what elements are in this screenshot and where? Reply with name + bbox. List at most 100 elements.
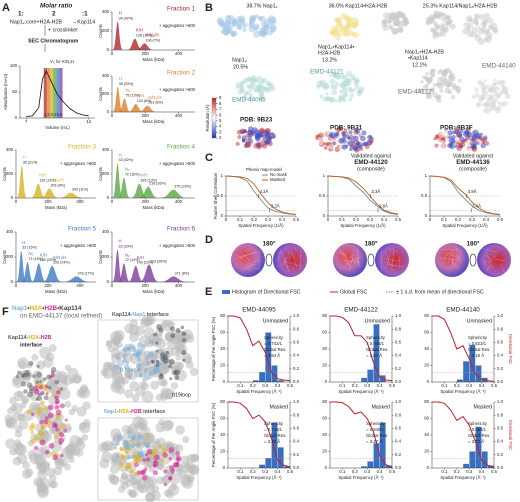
density-map xyxy=(128,343,134,349)
label: Global Res. xyxy=(468,433,490,438)
density-map xyxy=(385,17,391,23)
density-map xyxy=(242,95,248,101)
label: 33 (42%) xyxy=(118,158,133,162)
x-tick-label: 0.2 xyxy=(454,383,461,388)
density-map xyxy=(463,22,469,28)
density-map xyxy=(349,93,355,98)
chart-title: EMD-44095 xyxy=(242,307,276,314)
density-map xyxy=(155,393,164,401)
y-tick-label: 0.4 xyxy=(395,353,402,358)
density-map xyxy=(118,485,126,493)
density-map xyxy=(145,355,150,360)
density-map xyxy=(168,457,173,461)
label: H xyxy=(23,155,26,160)
density-map xyxy=(37,486,49,499)
label: = 3.94 Å xyxy=(264,353,280,358)
density-map xyxy=(26,382,33,388)
density-map xyxy=(34,454,45,466)
sphere-hatch xyxy=(285,262,289,271)
sphere-hatch xyxy=(244,247,252,253)
label: N₂ xyxy=(29,251,34,256)
label: K/N₂/H xyxy=(53,255,66,260)
density-map xyxy=(450,145,455,150)
density-map xyxy=(468,147,473,151)
density-map xyxy=(458,133,463,138)
density-map xyxy=(102,367,114,379)
y-tick-label: 40 xyxy=(424,346,429,351)
density-map xyxy=(144,453,149,457)
density-map xyxy=(163,469,168,474)
angular-sphere xyxy=(435,243,469,277)
global-fsc xyxy=(228,401,291,468)
peak xyxy=(135,43,154,50)
label: 20.5% xyxy=(233,64,248,70)
density-map xyxy=(253,129,260,135)
x-tick-label: 0 xyxy=(225,217,228,222)
label: 72 (18%) xyxy=(29,257,44,261)
density-map xyxy=(180,325,185,330)
density-map xyxy=(343,14,351,22)
label: H xyxy=(22,240,25,245)
label: K/N₂/H xyxy=(148,95,161,100)
label: + aggregates >600 xyxy=(60,243,97,248)
density-map xyxy=(116,385,125,395)
density-map xyxy=(64,423,72,431)
density-map xyxy=(328,133,334,138)
density-map xyxy=(108,474,119,485)
density-map xyxy=(145,361,151,367)
x-tick-label: 0.4 xyxy=(275,383,282,388)
density-map xyxy=(425,71,429,76)
density-map xyxy=(220,29,225,34)
density-map xyxy=(155,338,167,350)
density-map xyxy=(54,405,59,410)
histogram-bar xyxy=(373,443,380,468)
y-tick-label: 0.5 xyxy=(421,193,428,198)
x-tick-label: 0 xyxy=(429,217,432,222)
panel-letter: A xyxy=(2,2,10,14)
density-map xyxy=(439,88,444,93)
density-map xyxy=(483,12,491,20)
label: K/H xyxy=(136,28,143,33)
label: EMD-44140 xyxy=(482,63,516,70)
y-tick-label: 0 xyxy=(427,379,430,384)
axis-label: Spatial Frequency (1/Å) xyxy=(340,223,386,228)
chart-title: Fraction 6 xyxy=(167,226,195,233)
y-tick-label: 0.6 xyxy=(395,426,402,431)
density-map xyxy=(473,20,478,25)
density-map xyxy=(242,27,247,32)
y-tick-label: 80 xyxy=(322,313,327,318)
x-tick-label: 200 xyxy=(142,283,150,288)
density-map xyxy=(151,490,161,501)
density-map xyxy=(471,134,477,139)
density-map xyxy=(43,419,49,425)
label: EMD-44122 xyxy=(398,89,432,96)
density-map xyxy=(46,424,51,428)
sphere-hatch xyxy=(279,248,290,272)
axis-label: Volume (mL) xyxy=(45,125,70,130)
global-fsc xyxy=(432,401,495,468)
fraction-band xyxy=(56,68,60,118)
density-map xyxy=(249,93,253,97)
y-tick-label: 1.0 xyxy=(293,399,300,404)
panel-letter: D xyxy=(205,234,213,246)
density-map xyxy=(465,147,470,152)
density-map xyxy=(255,134,259,138)
label: 33 (20%) xyxy=(118,244,133,248)
x-tick-label: 12 xyxy=(86,119,91,124)
peak xyxy=(31,183,46,198)
sphere-hatch xyxy=(245,263,253,271)
peak xyxy=(118,263,130,282)
angular-sphere xyxy=(333,243,367,277)
label-part: - xyxy=(129,409,131,415)
y-tick-label: 200 xyxy=(102,28,110,33)
x-tick-label: 0.2 xyxy=(250,383,257,388)
density-map xyxy=(159,373,164,377)
x-tick-label: 0.3 xyxy=(466,469,473,474)
density-map xyxy=(64,418,68,422)
sphere-hatch xyxy=(294,248,297,252)
density-map xyxy=(434,143,439,148)
label: Sphericity xyxy=(264,335,284,340)
y-tick-label: 400 xyxy=(6,229,14,234)
y-tick-label: 0.0 xyxy=(395,465,402,470)
panel-letter: C xyxy=(205,152,213,164)
